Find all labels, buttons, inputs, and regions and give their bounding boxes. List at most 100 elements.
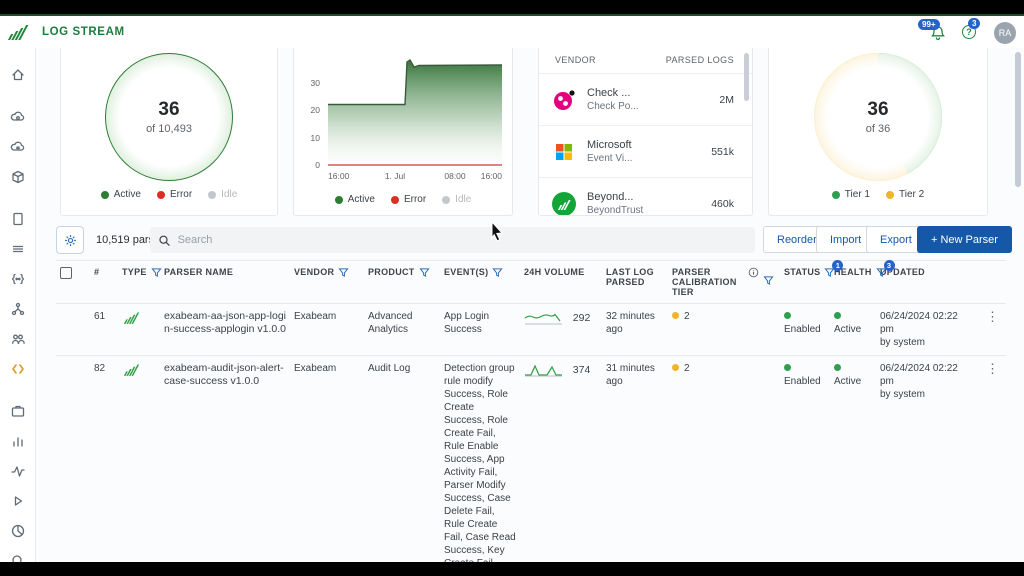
- volume-chart-card: 30 20 10 0 16:00 1. Jul 08:00 16:00 Acti…: [293, 48, 513, 216]
- type-filter-icon[interactable]: [151, 267, 162, 278]
- search-input[interactable]: [177, 234, 747, 246]
- vendors-scrollbar[interactable]: [744, 53, 749, 101]
- tier-filter-icon[interactable]: [763, 275, 774, 286]
- notification-count-badge: 99+: [918, 19, 940, 30]
- timer-pie-icon[interactable]: [10, 523, 26, 539]
- legend-error[interactable]: Error: [390, 194, 426, 205]
- device-icon[interactable]: [10, 211, 26, 227]
- beyondtrust-logo-icon: [551, 191, 577, 215]
- play-icon[interactable]: [10, 493, 26, 509]
- collections-icon[interactable]: [10, 241, 26, 257]
- volume-sparkline: [524, 313, 562, 325]
- legend-idle[interactable]: Idle: [442, 194, 471, 205]
- select-all-checkbox[interactable]: [60, 267, 72, 279]
- app-window: LOG STREAM 99+ 3 ? RA: [0, 14, 1024, 562]
- users-icon[interactable]: [10, 331, 26, 347]
- parser-status-subtitle: of 10,493: [146, 123, 192, 135]
- col-product[interactable]: PRODUCT: [364, 261, 440, 284]
- parsed-logs-value: 2M: [719, 93, 734, 106]
- parser-status-card: 36 of 10,493 Active Error Idle: [60, 48, 278, 216]
- tier1-dot: [831, 190, 840, 199]
- svg-text:30: 30: [311, 78, 321, 88]
- tier2-dot: [886, 190, 894, 199]
- page-scrollbar[interactable]: [1015, 52, 1021, 187]
- hierarchy-icon[interactable]: [10, 301, 26, 317]
- bar-chart-icon[interactable]: [10, 433, 26, 449]
- vendor-row-beyondtrust[interactable]: Beyond... BeyondTrust 460k: [539, 178, 752, 215]
- svg-text:16:00: 16:00: [328, 171, 350, 181]
- help-count-badge: 3: [968, 18, 981, 29]
- help-icon[interactable]: 3 ?: [962, 18, 981, 39]
- cloud-storage-icon[interactable]: [10, 139, 26, 155]
- tier-dot: [672, 312, 679, 319]
- vendor-row-microsoft[interactable]: Microsoft Event Vi... 551k: [539, 126, 752, 178]
- svg-text:16:00: 16:00: [481, 171, 503, 181]
- row-actions-kebab-icon[interactable]: ⋮: [986, 361, 999, 376]
- top-bar: LOG STREAM 99+ 3 ? RA: [0, 16, 1024, 48]
- product-filter-icon[interactable]: [418, 267, 430, 278]
- briefcase-icon[interactable]: [10, 403, 26, 419]
- col-parser-name[interactable]: PARSER NAME: [164, 267, 234, 277]
- legend-active[interactable]: Active: [100, 189, 141, 200]
- vendor-column-header: VENDOR: [555, 55, 596, 65]
- log-stream-code-icon[interactable]: [10, 361, 26, 377]
- search-box[interactable]: [150, 227, 755, 253]
- volume-count: 292: [572, 311, 591, 324]
- mouse-cursor: [491, 221, 504, 242]
- col-updated[interactable]: UPDATED: [880, 267, 925, 277]
- table-settings-gear-button[interactable]: [56, 226, 84, 254]
- legend-error[interactable]: Error: [156, 189, 192, 200]
- parser-status-donut-chart[interactable]: [105, 53, 233, 181]
- context-group-icon[interactable]: [10, 271, 26, 287]
- col-type[interactable]: TYPE: [118, 261, 162, 284]
- import-button[interactable]: Import: [816, 226, 876, 253]
- col-events[interactable]: EVENT(S): [440, 261, 520, 284]
- legend-tier2[interactable]: Tier 2: [886, 189, 924, 200]
- status-dot: [784, 312, 791, 319]
- table-row[interactable]: 82 exabeam-audit-json-alert-case-success…: [56, 355, 1006, 562]
- checkpoint-logo-icon: [551, 87, 577, 113]
- col-last-log[interactable]: LAST LOG PARSED: [606, 267, 654, 287]
- col-vendor[interactable]: VENDOR: [290, 261, 364, 284]
- events-filter-icon[interactable]: [492, 267, 504, 278]
- col-num[interactable]: #: [94, 267, 100, 277]
- calibration-tiers-card: 36 of 36 Tier 1 Tier 2: [768, 48, 988, 216]
- volume-sparkline: [525, 364, 562, 377]
- tier-info-icon[interactable]: [748, 267, 759, 278]
- volume-area-chart[interactable]: 30 20 10 0 16:00 1. Jul 08:00 16:00: [300, 48, 510, 187]
- legend-active[interactable]: Active: [334, 194, 375, 205]
- health-dot: [834, 312, 841, 319]
- col-status[interactable]: STATUS 1: [780, 260, 844, 286]
- home-icon[interactable]: [10, 67, 26, 83]
- parsers-toolbar: 10,519 parsers Reorder Import Export + N…: [36, 224, 1024, 258]
- parser-name[interactable]: exabeam-aa-json-app-login-success-applog…: [164, 310, 286, 335]
- vendors-card: VENDOR PARSED LOGS Check ... Check Po...: [538, 48, 753, 216]
- tier-donut-chart[interactable]: [814, 53, 942, 181]
- legend-idle[interactable]: Idle: [208, 189, 237, 200]
- activity-pulse-icon[interactable]: [10, 463, 26, 479]
- search-nav-icon[interactable]: [10, 553, 26, 562]
- table-row[interactable]: 61 exabeam-aa-json-app-login-success-app…: [56, 303, 1006, 355]
- parser-name[interactable]: exabeam-audit-json-alert-case-success v1…: [164, 362, 284, 387]
- row-actions-kebab-icon[interactable]: ⋮: [986, 309, 999, 324]
- exabeam-parser-type-icon: [123, 312, 140, 324]
- col-volume[interactable]: 24H VOLUME: [524, 267, 585, 277]
- tier-dot: [672, 364, 679, 371]
- col-tier[interactable]: PARSER CALIBRATION TIER: [668, 261, 780, 303]
- exabeam-logo-icon[interactable]: [7, 23, 30, 46]
- cloud-collectors-icon[interactable]: [10, 109, 26, 125]
- notifications-bell-icon[interactable]: 99+: [918, 19, 946, 46]
- new-parser-button[interactable]: + New Parser: [917, 226, 1012, 253]
- col-health[interactable]: HEALTH 3: [830, 260, 895, 286]
- package-icon[interactable]: [10, 169, 26, 185]
- avatar[interactable]: RA: [994, 22, 1016, 44]
- tier-value: 36: [867, 99, 889, 120]
- vendor-row-checkpoint[interactable]: Check ... Check Po... 2M: [539, 74, 752, 126]
- sidebar-nav: [0, 48, 36, 562]
- legend-tier1[interactable]: Tier 1: [831, 189, 870, 200]
- table-header-row: # TYPE PARSER NAME VENDOR PRODUCT EVENT(…: [56, 260, 1006, 303]
- status-filter-count-badge: 1: [832, 260, 844, 271]
- error-dot: [390, 195, 399, 204]
- export-button[interactable]: Export: [866, 226, 926, 253]
- vendor-filter-icon[interactable]: [338, 267, 349, 278]
